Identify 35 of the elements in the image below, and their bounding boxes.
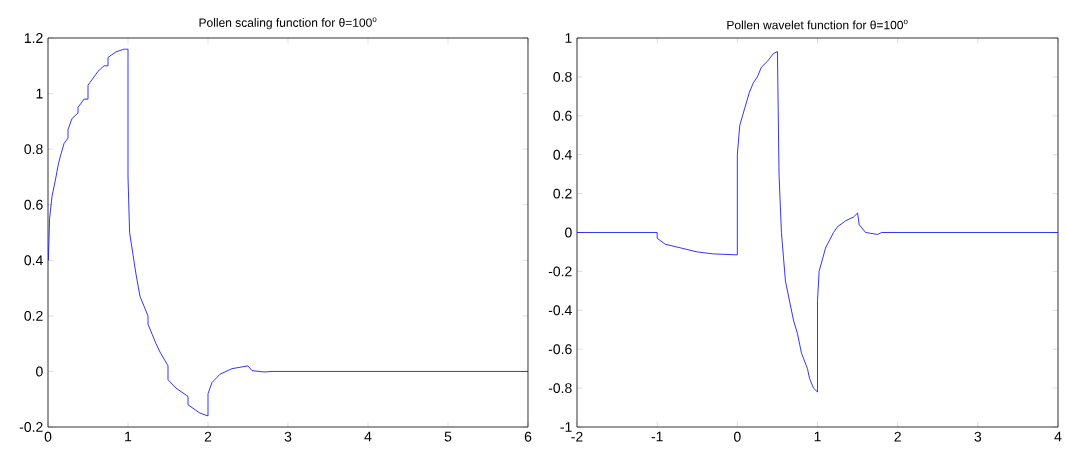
x-tick-label: 1	[814, 431, 821, 442]
y-tick-label: 0.8	[24, 144, 43, 155]
y-tick-label: 0.6	[553, 110, 572, 121]
y-tick-label: 0.8	[553, 71, 572, 82]
x-tick-label: 6	[524, 431, 532, 442]
x-tick-label: 3	[284, 431, 292, 442]
x-tick-label: -2	[571, 431, 583, 442]
chart-title: Pollen wavelet function for θ=100$^{o}$	[727, 19, 908, 30]
y-tick-label: -0.4	[548, 305, 572, 316]
x-tick-label: 3	[974, 431, 982, 442]
y-tick-label: -0.8	[548, 383, 572, 394]
y-tick-label: 0.4	[24, 255, 43, 266]
y-tick-label: 1.2	[24, 33, 43, 43]
y-tick-label: 0.6	[24, 199, 43, 210]
y-tick-label: -0.6	[548, 344, 572, 355]
y-tick-label: -1	[560, 422, 572, 432]
x-tick-label: 1	[125, 431, 132, 442]
x-tick-label: 2	[894, 431, 901, 442]
y-tick-label: 0.2	[24, 310, 43, 321]
chart-title: Pollen scaling function for θ=100$^{o}$	[199, 17, 377, 30]
y-tick-label: 0.2	[553, 188, 572, 199]
x-tick-label: 4	[364, 431, 372, 442]
y-tick-label: 1	[36, 88, 43, 99]
x-tick-label: 4	[1054, 431, 1062, 442]
x-tick-label: 0	[733, 431, 741, 442]
x-tick-label: -1	[651, 431, 663, 442]
y-tick-label: -0.2	[548, 266, 572, 277]
y-tick-label: 1	[565, 33, 572, 43]
y-tick-label: -0.2	[19, 422, 43, 432]
y-tick-label: 0	[36, 366, 43, 377]
y-tick-label: 0	[565, 227, 572, 238]
y-tick-label: 0.4	[553, 149, 572, 160]
x-tick-label: 0	[44, 431, 52, 442]
x-tick-label: 5	[444, 431, 452, 442]
x-tick-label: 2	[204, 431, 212, 442]
